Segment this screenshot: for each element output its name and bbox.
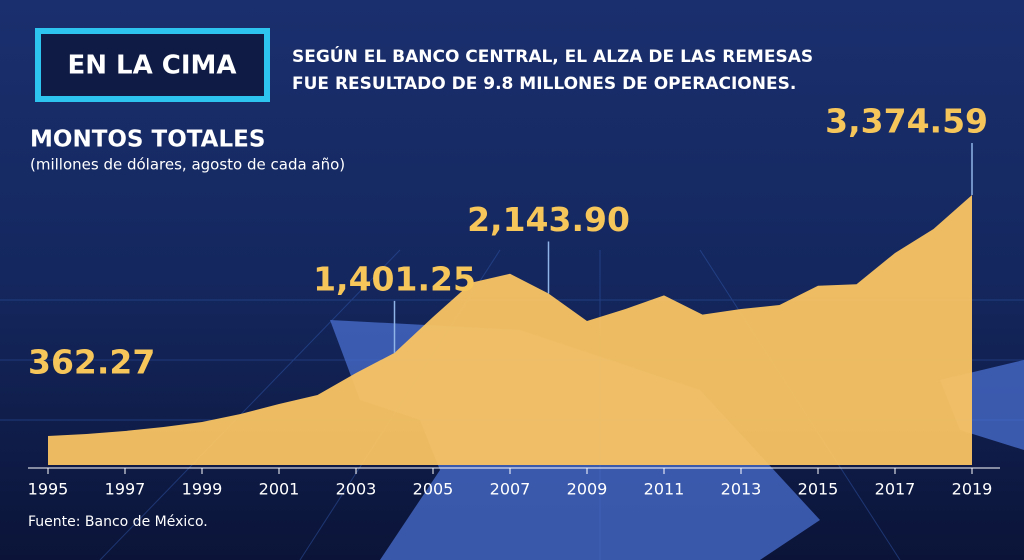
x-tick-label: 2013 xyxy=(721,480,762,499)
subtitle-line: SEGÚN EL BANCO CENTRAL, EL ALZA DE LAS R… xyxy=(292,45,813,67)
x-tick-label: 2001 xyxy=(259,480,300,499)
value-label: 2,143.90 xyxy=(467,200,630,239)
x-tick-label: 2019 xyxy=(952,480,993,499)
x-tick-label: 1995 xyxy=(28,480,69,499)
x-tick-label: 2005 xyxy=(413,480,454,499)
x-tick-label: 2009 xyxy=(567,480,608,499)
x-tick-label: 2011 xyxy=(644,480,685,499)
x-tick-label: 2003 xyxy=(336,480,377,499)
source: Fuente: Banco de México. xyxy=(28,514,208,530)
tag-box xyxy=(35,28,270,102)
chart-subtitle: (millones de dólares, agosto de cada año… xyxy=(30,156,345,174)
x-tick-label: 1997 xyxy=(105,480,146,499)
x-tick-label: 2015 xyxy=(798,480,839,499)
chart-title: MONTOS TOTALES xyxy=(30,127,265,153)
subtitle-line: FUE RESULTADO DE 9.8 MILLONES DE OPERACI… xyxy=(292,74,796,94)
tag: EN LA CIMA xyxy=(67,51,236,81)
x-tick-label: 2017 xyxy=(875,480,916,499)
x-tick-label: 1999 xyxy=(182,480,223,499)
value-label: 1,401.25 xyxy=(313,259,476,298)
area xyxy=(48,195,972,465)
value-label: 362.27 xyxy=(28,343,155,382)
value-label: 3,374.59 xyxy=(825,102,988,141)
x-tick-label: 2007 xyxy=(490,480,531,499)
